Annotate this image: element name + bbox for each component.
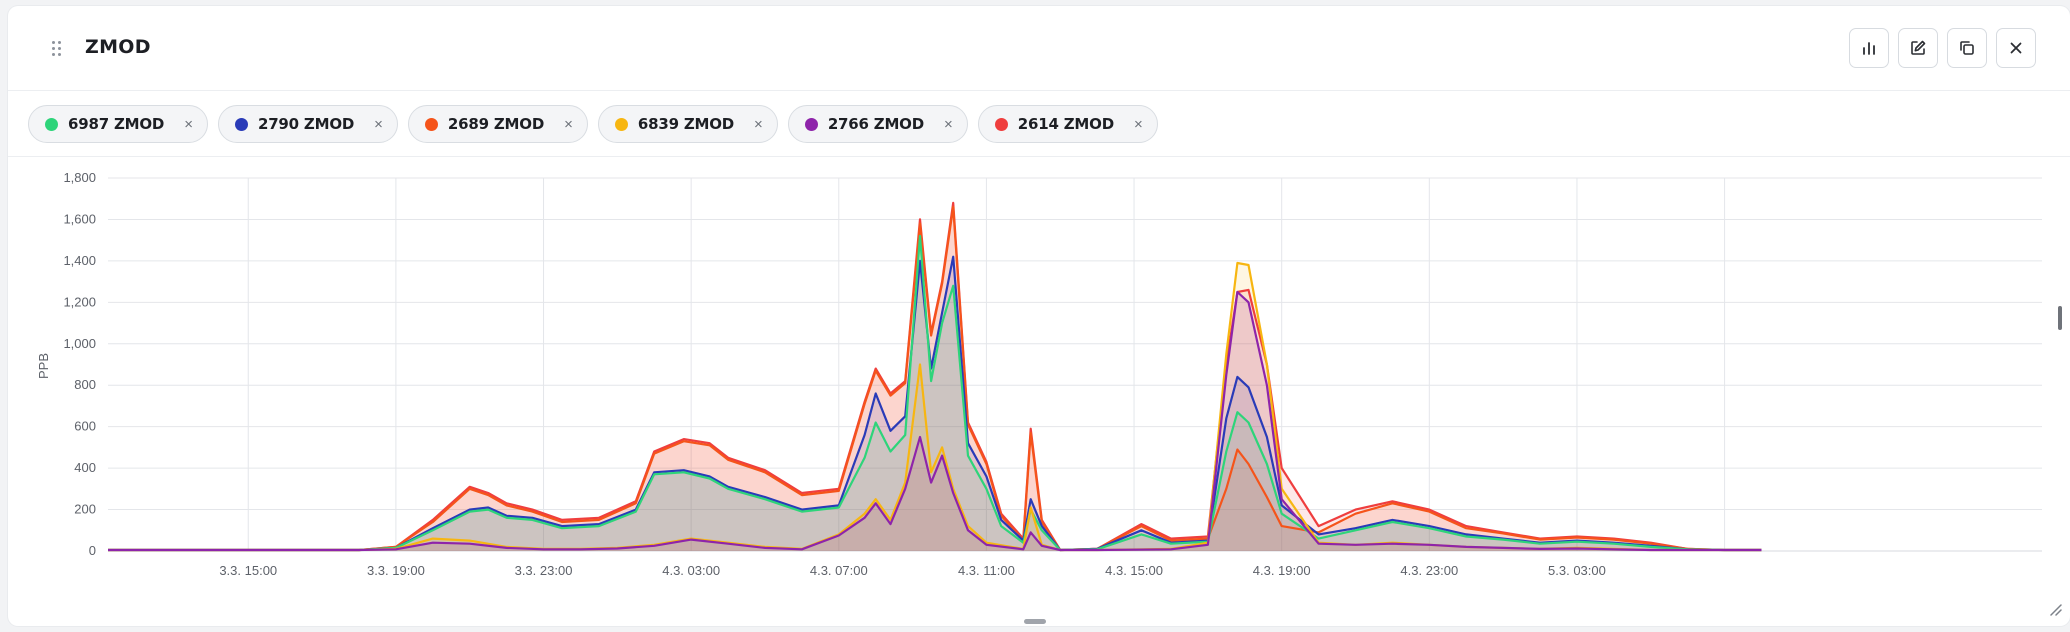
y-tick-label: 1,800: [63, 170, 96, 185]
x-tick-label: 4.3. 23:00: [1400, 563, 1458, 578]
resize-handle-bottom[interactable]: [1024, 619, 1046, 624]
x-tick-label: 4.3. 03:00: [662, 563, 720, 578]
chart-type-button[interactable]: [1849, 28, 1889, 68]
x-tick-label: 3.3. 19:00: [367, 563, 425, 578]
series-chip[interactable]: 6839 ZMOD ×: [597, 105, 778, 143]
series-color-dot: [234, 117, 248, 131]
series-area: [108, 256, 1762, 551]
series-line: [108, 234, 1762, 552]
remove-series-icon[interactable]: ×: [564, 115, 573, 133]
resize-grip-icon[interactable]: [2048, 602, 2062, 616]
x-tick-label: 3.3. 23:00: [515, 563, 573, 578]
series-area: [108, 207, 1762, 551]
series-color-dot: [45, 117, 58, 131]
series-chip-label: 6987 ZMOD: [68, 115, 165, 133]
x-tick-label: 4.3. 11:00: [958, 563, 1015, 578]
y-tick-label: 400: [74, 460, 96, 475]
y-tick-label: 200: [74, 502, 96, 517]
copy-icon: [1960, 41, 1974, 55]
edit-icon: [1911, 40, 1926, 55]
y-tick-label: 0: [89, 543, 96, 558]
area-chart[interactable]: 0 200 400 600 800 1,000 1,200 1,400 1,600 1,800 3.…: [8, 156, 2070, 626]
y-tick-label: 800: [74, 377, 96, 392]
bar-chart-icon: [1863, 42, 1875, 55]
series-chips-bar: 6987 ZMOD × 2790 ZMOD × 2689 ZMOD × 6839…: [8, 90, 2070, 157]
series-chips: 6987 ZMOD × 2790 ZMOD × 2689 ZMOD × 6839…: [28, 105, 1158, 143]
drag-handle-icon[interactable]: [52, 41, 62, 57]
y-tick-label: 1,400: [63, 253, 96, 268]
series-chip-label: 6839 ZMOD: [637, 115, 735, 133]
toolbar: [1849, 28, 2036, 68]
series-line: [108, 205, 1762, 552]
series-chip-label: 2614 ZMOD: [1017, 115, 1114, 133]
edit-button[interactable]: [1898, 28, 1938, 68]
x-tick-label: 4.3. 15:00: [1105, 563, 1163, 578]
series-area: [108, 236, 1762, 551]
remove-series-icon[interactable]: ×: [754, 115, 763, 133]
y-axis-label: PPB: [36, 353, 51, 379]
series-color-dot: [424, 117, 438, 131]
series-chip-label: 2790 ZMOD: [257, 115, 355, 133]
series-color-dot: [804, 117, 818, 131]
card-title: ZMOD: [85, 36, 151, 58]
x-tick-label: 3.3. 15:00: [219, 563, 277, 578]
y-tick-label: 1,600: [63, 211, 96, 226]
x-tick-label: 4.3. 07:00: [810, 563, 868, 578]
series-area: [108, 292, 1762, 551]
x-tick-label: 4.3. 19:00: [1253, 563, 1311, 578]
series-chip-label: 2766 ZMOD: [827, 115, 924, 133]
y-tick-label: 1,000: [63, 336, 96, 351]
series-chip[interactable]: 6987 ZMOD ×: [28, 105, 208, 143]
y-tick-label: 1,200: [63, 294, 96, 309]
chart-card: ZMOD: [8, 6, 2070, 626]
series-color-dot: [994, 117, 1008, 131]
series-color-dot: [614, 117, 628, 131]
series-chip[interactable]: 2614 ZMOD ×: [977, 105, 1158, 143]
series-area: [108, 202, 1762, 551]
series-line: [108, 290, 1762, 552]
series-chip[interactable]: 2766 ZMOD ×: [787, 105, 968, 143]
vertical-scrollbar[interactable]: [2058, 306, 2062, 330]
series-area: [108, 263, 1762, 551]
series-line: [108, 255, 1762, 552]
duplicate-button[interactable]: [1947, 28, 1987, 68]
x-tick-label: 5.3. 03:00: [1548, 563, 1606, 578]
remove-series-icon[interactable]: ×: [1133, 115, 1143, 133]
remove-series-icon[interactable]: ×: [944, 115, 953, 133]
close-button[interactable]: [1996, 28, 2036, 68]
series-chip[interactable]: 2689 ZMOD ×: [407, 105, 588, 143]
series-chip[interactable]: 2790 ZMOD ×: [217, 105, 398, 143]
remove-series-icon[interactable]: ×: [184, 115, 193, 133]
close-icon: [2010, 42, 2022, 54]
y-tick-label: 600: [74, 419, 96, 434]
series-chip-label: 2689 ZMOD: [447, 115, 545, 133]
card-header: ZMOD: [8, 6, 2070, 91]
remove-series-icon[interactable]: ×: [374, 115, 383, 133]
